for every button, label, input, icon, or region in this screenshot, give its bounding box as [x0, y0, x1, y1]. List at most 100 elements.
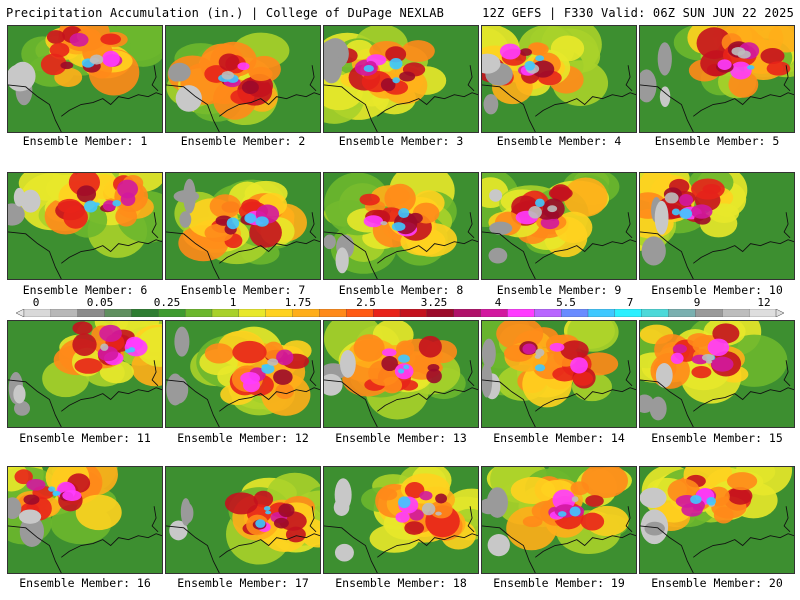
colorbar-swatch: [507, 309, 535, 317]
ensemble-member-label: Ensemble Member: 8: [338, 283, 464, 297]
colorbar-swatch: [453, 309, 482, 317]
precipitation-map: [166, 467, 320, 573]
ensemble-member-label: Ensemble Member: 4: [496, 134, 622, 148]
ensemble-member-label: Ensemble Member: 1: [22, 134, 148, 148]
colorbar-swatch: [722, 309, 750, 317]
ensemble-member-map: [639, 466, 795, 574]
precipitation-map: [8, 173, 162, 279]
precipitation-map: [640, 173, 794, 279]
colorbar-tick-label: 1.75: [284, 296, 312, 309]
model-run-info: 12Z GEFS | F330 Valid: 06Z SUN JUN 22 20…: [482, 6, 794, 20]
colorbar-swatch: [77, 309, 106, 317]
ensemble-member-label: Ensemble Member: 13: [335, 431, 467, 445]
precipitation-map: [482, 321, 636, 427]
colorbar-scale: [16, 309, 784, 317]
colorbar-swatch: [104, 309, 132, 317]
map-title: Precipitation Accumulation (in.) | Colle…: [6, 6, 445, 20]
colorbar-swatch: [158, 309, 186, 317]
ensemble-member-label: Ensemble Member: 18: [335, 576, 467, 590]
ensemble-member-map: [323, 466, 479, 574]
ensemble-member-label: Ensemble Member: 6: [22, 283, 148, 297]
colorbar-tick-label: 0: [32, 296, 40, 309]
ensemble-member-map: [639, 25, 795, 133]
colorbar-swatch: [23, 309, 52, 317]
ensemble-member-map: [165, 466, 321, 574]
colorbar: 0 0.05 0.25 1 1.75 2.5 3.25 4 5.5 7 9 12: [0, 296, 800, 320]
colorbar-swatch: [131, 309, 159, 317]
ensemble-member-map: [481, 25, 637, 133]
precipitation-map: [8, 321, 162, 427]
colorbar-max-arrow: [775, 309, 784, 317]
colorbar-tick-labels: 0 0.05 0.25 1 1.75 2.5 3.25 4 5.5 7 9 12: [0, 296, 800, 309]
ensemble-member-label: Ensemble Member: 7: [180, 283, 306, 297]
ensemble-member-label: Ensemble Member: 11: [19, 431, 151, 445]
ensemble-member-label: Ensemble Member: 15: [651, 431, 783, 445]
colorbar-swatch: [292, 309, 320, 317]
ensemble-member-map: [481, 320, 637, 428]
colorbar-swatch: [641, 309, 670, 317]
ensemble-member-map: [165, 25, 321, 133]
ensemble-member-map: [639, 320, 795, 428]
precipitation-map: [166, 173, 320, 279]
colorbar-swatch: [480, 309, 508, 317]
colorbar-tick-label: 0.05: [86, 296, 114, 309]
colorbar-swatch: [668, 309, 696, 317]
colorbar-tick-label: 3.25: [420, 296, 448, 309]
ensemble-member-label: Ensemble Member: 2: [180, 134, 306, 148]
ensemble-member-label: Ensemble Member: 10: [651, 283, 783, 297]
colorbar-tick-label: 1: [229, 296, 237, 309]
colorbar-swatch: [184, 309, 213, 317]
precipitation-map: [482, 467, 636, 573]
ensemble-member-label: Ensemble Member: 9: [496, 283, 622, 297]
colorbar-swatch: [748, 309, 777, 317]
colorbar-swatch: [534, 309, 562, 317]
precipitation-map: [8, 467, 162, 573]
colorbar-tick-label: 9: [693, 296, 701, 309]
ensemble-member-map: [165, 320, 321, 428]
colorbar-swatch: [399, 309, 428, 317]
precipitation-map: [324, 321, 478, 427]
precipitation-map: [324, 467, 478, 573]
colorbar-swatch: [614, 309, 643, 317]
colorbar-swatch: [346, 309, 374, 317]
colorbar-swatch: [211, 309, 240, 317]
precipitation-map: [8, 26, 162, 132]
colorbar-swatch: [238, 309, 267, 317]
ensemble-member-map: [323, 172, 479, 280]
precipitation-map: [166, 321, 320, 427]
precipitation-map: [166, 26, 320, 132]
ensemble-member-label: Ensemble Member: 19: [493, 576, 625, 590]
precipitation-map: [640, 467, 794, 573]
ensemble-member-label: Ensemble Member: 3: [338, 134, 464, 148]
ensemble-member-label: Ensemble Member: 14: [493, 431, 625, 445]
ensemble-member-map: [323, 25, 479, 133]
colorbar-swatch: [695, 309, 723, 317]
ensemble-member-map: [481, 172, 637, 280]
ensemble-member-label: Ensemble Member: 5: [654, 134, 780, 148]
colorbar-swatch: [265, 309, 294, 317]
colorbar-tick-label: 7: [626, 296, 634, 309]
colorbar-swatch: [426, 309, 455, 317]
ensemble-member-label: Ensemble Member: 20: [651, 576, 783, 590]
precipitation-map: [482, 26, 636, 132]
ensemble-member-label: Ensemble Member: 12: [177, 431, 309, 445]
colorbar-swatch: [587, 309, 616, 317]
ensemble-member-map: [7, 25, 163, 133]
colorbar-swatch: [319, 309, 347, 317]
precipitation-map: [324, 173, 478, 279]
ensemble-member-map: [639, 172, 795, 280]
colorbar-tick-label: 4: [494, 296, 502, 309]
colorbar-tick-label: 2.5: [356, 296, 376, 309]
ensemble-member-label: Ensemble Member: 17: [177, 576, 309, 590]
precipitation-map: [324, 26, 478, 132]
precipitation-map: [482, 173, 636, 279]
colorbar-swatch: [372, 309, 401, 317]
colorbar-swatch: [50, 309, 79, 317]
ensemble-member-map: [7, 466, 163, 574]
colorbar-min-arrow: [16, 309, 25, 317]
colorbar-tick-label: 0.25: [153, 296, 181, 309]
colorbar-tick-label: 12: [757, 296, 771, 309]
colorbar-tick-label: 5.5: [556, 296, 576, 309]
ensemble-member-map: [7, 320, 163, 428]
